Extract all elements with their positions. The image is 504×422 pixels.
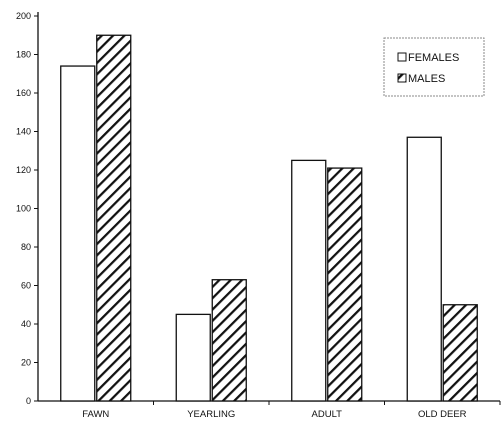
- bar-females-adult: [291, 159, 327, 402]
- legend-swatch-males: [397, 73, 407, 83]
- category-labels: FAWN YEARLING ADULT OLD DEER: [82, 401, 501, 420]
- y-tick-label: 200: [16, 11, 31, 21]
- x-category-label: ADULT: [312, 409, 343, 420]
- legend-label-males: MALES: [408, 73, 445, 85]
- legend-box: [383, 37, 485, 97]
- legend: FEMALES MALES: [383, 37, 485, 97]
- y-tick-label: 80: [21, 242, 31, 252]
- bar-males-adult: [327, 167, 363, 402]
- bar-females-yearling: [175, 313, 211, 402]
- bars: [60, 34, 478, 402]
- legend-swatch-females: [397, 52, 407, 62]
- y-tick-label: 100: [16, 204, 31, 214]
- y-tick-label: 160: [16, 88, 31, 98]
- y-tick-label: 40: [21, 319, 31, 329]
- bar-females-old-deer: [406, 136, 442, 402]
- legend-label-females: FEMALES: [408, 52, 459, 64]
- bar-females-fawn: [60, 65, 96, 402]
- x-category-label: OLD DEER: [418, 409, 467, 420]
- y-tick-label: 20: [21, 358, 31, 368]
- y-tick-label: 180: [16, 50, 31, 60]
- y-tick-label: 140: [16, 127, 31, 137]
- y-tick-label: 60: [21, 281, 31, 291]
- bar-males-old-deer: [442, 304, 478, 402]
- bar-males-fawn: [96, 34, 132, 402]
- y-tick-label: 120: [16, 165, 31, 175]
- x-category-label: YEARLING: [187, 409, 235, 420]
- y-tick-label: 0: [26, 396, 31, 406]
- x-category-label: FAWN: [82, 409, 109, 420]
- bar-males-yearling: [211, 279, 247, 402]
